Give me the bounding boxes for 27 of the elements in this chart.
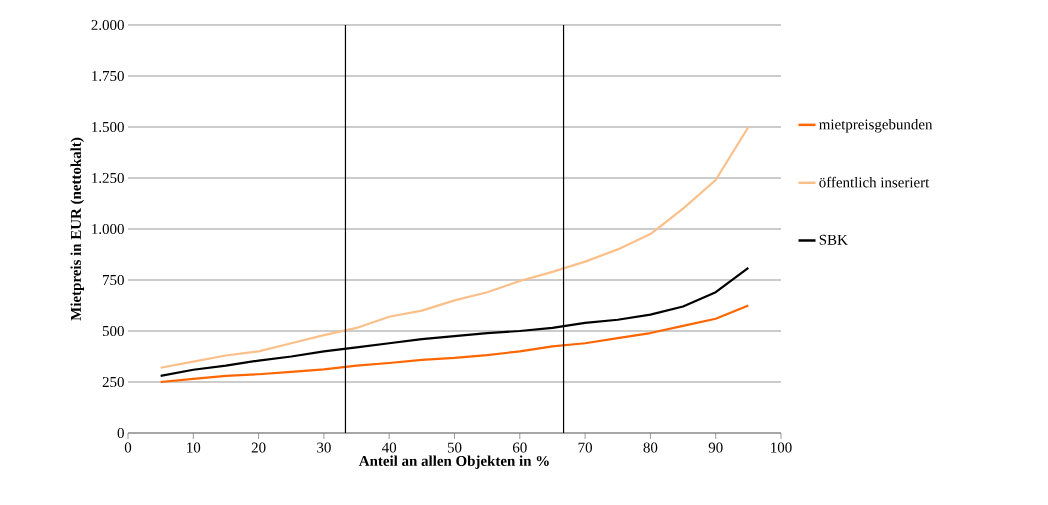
- y-tick-label: 1.250: [92, 172, 124, 184]
- legend-label: mietpreisgebunden: [819, 118, 933, 133]
- x-tick-label: 10: [187, 442, 201, 453]
- y-tick-label: 500: [102, 325, 124, 337]
- x-axis-title: Anteil an allen Objekten in %: [358, 455, 549, 469]
- line-series: [159, 304, 750, 384]
- x-tick-label: 30: [317, 442, 331, 453]
- x-tick-label: 40: [382, 442, 397, 453]
- x-tick-label: 0: [124, 442, 132, 453]
- x-tick-label: 20: [251, 442, 266, 453]
- y-tick-label: 2.000: [91, 19, 124, 31]
- y-tick-label: 1.500: [92, 121, 124, 133]
- x-tick-label: 80: [643, 442, 658, 453]
- y-axis-title: Mietpreis in EUR (nettokalt): [70, 137, 85, 321]
- legend-label: öffentlich inseriert: [819, 176, 930, 188]
- y-tick-label: 0: [117, 427, 124, 439]
- y-tick-label: 250: [102, 376, 124, 388]
- y-tick-label: 750: [103, 274, 124, 286]
- x-tick-label: 70: [578, 442, 593, 453]
- x-tick-label: 50: [447, 442, 462, 453]
- legend-label: SBK: [819, 234, 848, 245]
- x-tick-label: 100: [771, 442, 792, 453]
- x-tick-label: 90: [708, 442, 723, 453]
- y-tick-label: 1.750: [92, 70, 124, 82]
- x-tick-label: 60: [512, 442, 527, 453]
- line-series: [159, 125, 750, 369]
- y-tick-label: 1.000: [92, 223, 124, 235]
